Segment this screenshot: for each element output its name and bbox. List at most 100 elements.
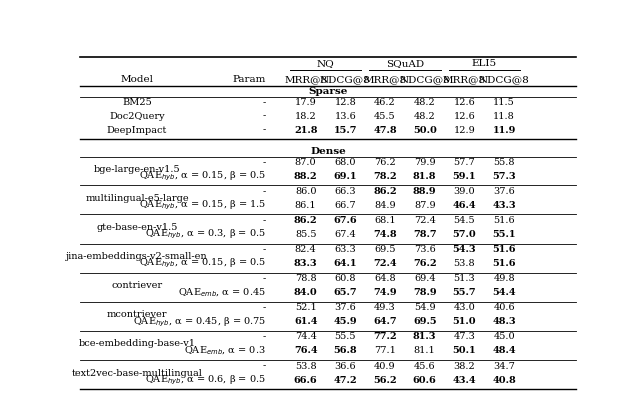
Text: -: -: [263, 216, 266, 225]
Text: 48.4: 48.4: [492, 346, 516, 356]
Text: 57.3: 57.3: [492, 172, 516, 181]
Text: 86.0: 86.0: [295, 187, 316, 196]
Text: 51.6: 51.6: [492, 245, 516, 254]
Text: DeepImpact: DeepImpact: [107, 125, 167, 134]
Text: 43.3: 43.3: [492, 201, 516, 210]
Text: 69.4: 69.4: [414, 274, 436, 283]
Text: 43.0: 43.0: [454, 303, 476, 312]
Text: 47.2: 47.2: [333, 376, 357, 385]
Text: 88.2: 88.2: [294, 172, 317, 181]
Text: 52.1: 52.1: [295, 303, 317, 312]
Text: 45.0: 45.0: [493, 332, 515, 342]
Text: 45.9: 45.9: [333, 317, 357, 326]
Text: MRR@8: MRR@8: [443, 75, 486, 84]
Text: -: -: [263, 112, 266, 120]
Text: 84.0: 84.0: [294, 288, 317, 297]
Text: 83.3: 83.3: [294, 259, 317, 268]
Text: 74.8: 74.8: [373, 230, 397, 239]
Text: 11.8: 11.8: [493, 112, 515, 120]
Text: 66.3: 66.3: [335, 187, 356, 196]
Text: jina-embeddings-v2-small-en: jina-embeddings-v2-small-en: [66, 252, 208, 261]
Text: QAE$_{hyb}$, α = 0.15, β = 1.5: QAE$_{hyb}$, α = 0.15, β = 1.5: [139, 199, 266, 212]
Text: 15.7: 15.7: [333, 125, 357, 134]
Text: 59.1: 59.1: [452, 172, 476, 181]
Text: NDCG@8: NDCG@8: [479, 75, 529, 84]
Text: 54.5: 54.5: [454, 216, 476, 225]
Text: 51.3: 51.3: [454, 274, 476, 283]
Text: 76.2: 76.2: [413, 259, 436, 268]
Text: 45.5: 45.5: [374, 112, 396, 120]
Text: text2vec-base-multilingual: text2vec-base-multilingual: [72, 369, 202, 378]
Text: 54.9: 54.9: [414, 303, 436, 312]
Text: 40.6: 40.6: [493, 303, 515, 312]
Text: 48.2: 48.2: [414, 98, 436, 107]
Text: Sparse: Sparse: [308, 87, 348, 96]
Text: 53.8: 53.8: [295, 362, 317, 371]
Text: 67.4: 67.4: [335, 230, 356, 239]
Text: 50.1: 50.1: [452, 346, 476, 356]
Text: BM25: BM25: [122, 98, 152, 107]
Text: NQ: NQ: [317, 59, 334, 68]
Text: QAE$_{emb}$, α = 0.45: QAE$_{emb}$, α = 0.45: [178, 286, 266, 299]
Text: ELI5: ELI5: [472, 59, 497, 68]
Text: -: -: [263, 125, 266, 134]
Text: 43.4: 43.4: [452, 376, 476, 385]
Text: 69.5: 69.5: [413, 317, 436, 326]
Text: mcontriever: mcontriever: [107, 310, 167, 319]
Text: 51.6: 51.6: [493, 216, 515, 225]
Text: 67.6: 67.6: [333, 216, 357, 225]
Text: 73.6: 73.6: [414, 245, 436, 254]
Text: QAE$_{hyb}$, α = 0.45, β = 0.75: QAE$_{hyb}$, α = 0.45, β = 0.75: [132, 315, 266, 328]
Text: 55.8: 55.8: [493, 158, 515, 167]
Text: 47.8: 47.8: [373, 125, 397, 134]
Text: 12.9: 12.9: [454, 125, 476, 134]
Text: 68.1: 68.1: [374, 216, 396, 225]
Text: 39.0: 39.0: [454, 187, 476, 196]
Text: 86.1: 86.1: [295, 201, 317, 210]
Text: 68.0: 68.0: [335, 158, 356, 167]
Text: 60.8: 60.8: [335, 274, 356, 283]
Text: 69.5: 69.5: [374, 245, 396, 254]
Text: 12.8: 12.8: [335, 98, 356, 107]
Text: 53.8: 53.8: [454, 259, 476, 268]
Text: Doc2Query: Doc2Query: [109, 112, 165, 120]
Text: bce-embedding-base-v1: bce-embedding-base-v1: [79, 339, 196, 349]
Text: 60.6: 60.6: [413, 376, 436, 385]
Text: QAE$_{hyb}$, α = 0.3, β = 0.5: QAE$_{hyb}$, α = 0.3, β = 0.5: [145, 228, 266, 241]
Text: 77.2: 77.2: [373, 332, 397, 342]
Text: 11.9: 11.9: [492, 125, 516, 134]
Text: multilingual-e5-large: multilingual-e5-large: [85, 194, 189, 203]
Text: 85.5: 85.5: [295, 230, 316, 239]
Text: 64.1: 64.1: [333, 259, 357, 268]
Text: 38.2: 38.2: [454, 362, 476, 371]
Text: 13.6: 13.6: [335, 112, 356, 120]
Text: 81.3: 81.3: [413, 332, 436, 342]
Text: 12.6: 12.6: [454, 98, 476, 107]
Text: 64.7: 64.7: [373, 317, 397, 326]
Text: QAE$_{emb}$, α = 0.3: QAE$_{emb}$, α = 0.3: [184, 344, 266, 357]
Text: 49.8: 49.8: [493, 274, 515, 283]
Text: 72.4: 72.4: [414, 216, 436, 225]
Text: 78.2: 78.2: [373, 172, 397, 181]
Text: 12.6: 12.6: [454, 112, 476, 120]
Text: 21.8: 21.8: [294, 125, 317, 134]
Text: 49.3: 49.3: [374, 303, 396, 312]
Text: 57.0: 57.0: [452, 230, 476, 239]
Text: -: -: [263, 274, 266, 283]
Text: 55.5: 55.5: [335, 332, 356, 342]
Text: 76.2: 76.2: [374, 158, 396, 167]
Text: 57.7: 57.7: [454, 158, 476, 167]
Text: 87.9: 87.9: [414, 201, 436, 210]
Text: 69.1: 69.1: [333, 172, 357, 181]
Text: 82.4: 82.4: [295, 245, 317, 254]
Text: gte-base-en-v1.5: gte-base-en-v1.5: [97, 223, 178, 232]
Text: 86.2: 86.2: [373, 187, 397, 196]
Text: 64.8: 64.8: [374, 274, 396, 283]
Text: 81.8: 81.8: [413, 172, 436, 181]
Text: bge-large-en-v1.5: bge-large-en-v1.5: [93, 165, 180, 174]
Text: 50.0: 50.0: [413, 125, 436, 134]
Text: 61.4: 61.4: [294, 317, 317, 326]
Text: 54.3: 54.3: [452, 245, 476, 254]
Text: 78.7: 78.7: [413, 230, 436, 239]
Text: QAE$_{hyb}$, α = 0.6, β = 0.5: QAE$_{hyb}$, α = 0.6, β = 0.5: [145, 373, 266, 387]
